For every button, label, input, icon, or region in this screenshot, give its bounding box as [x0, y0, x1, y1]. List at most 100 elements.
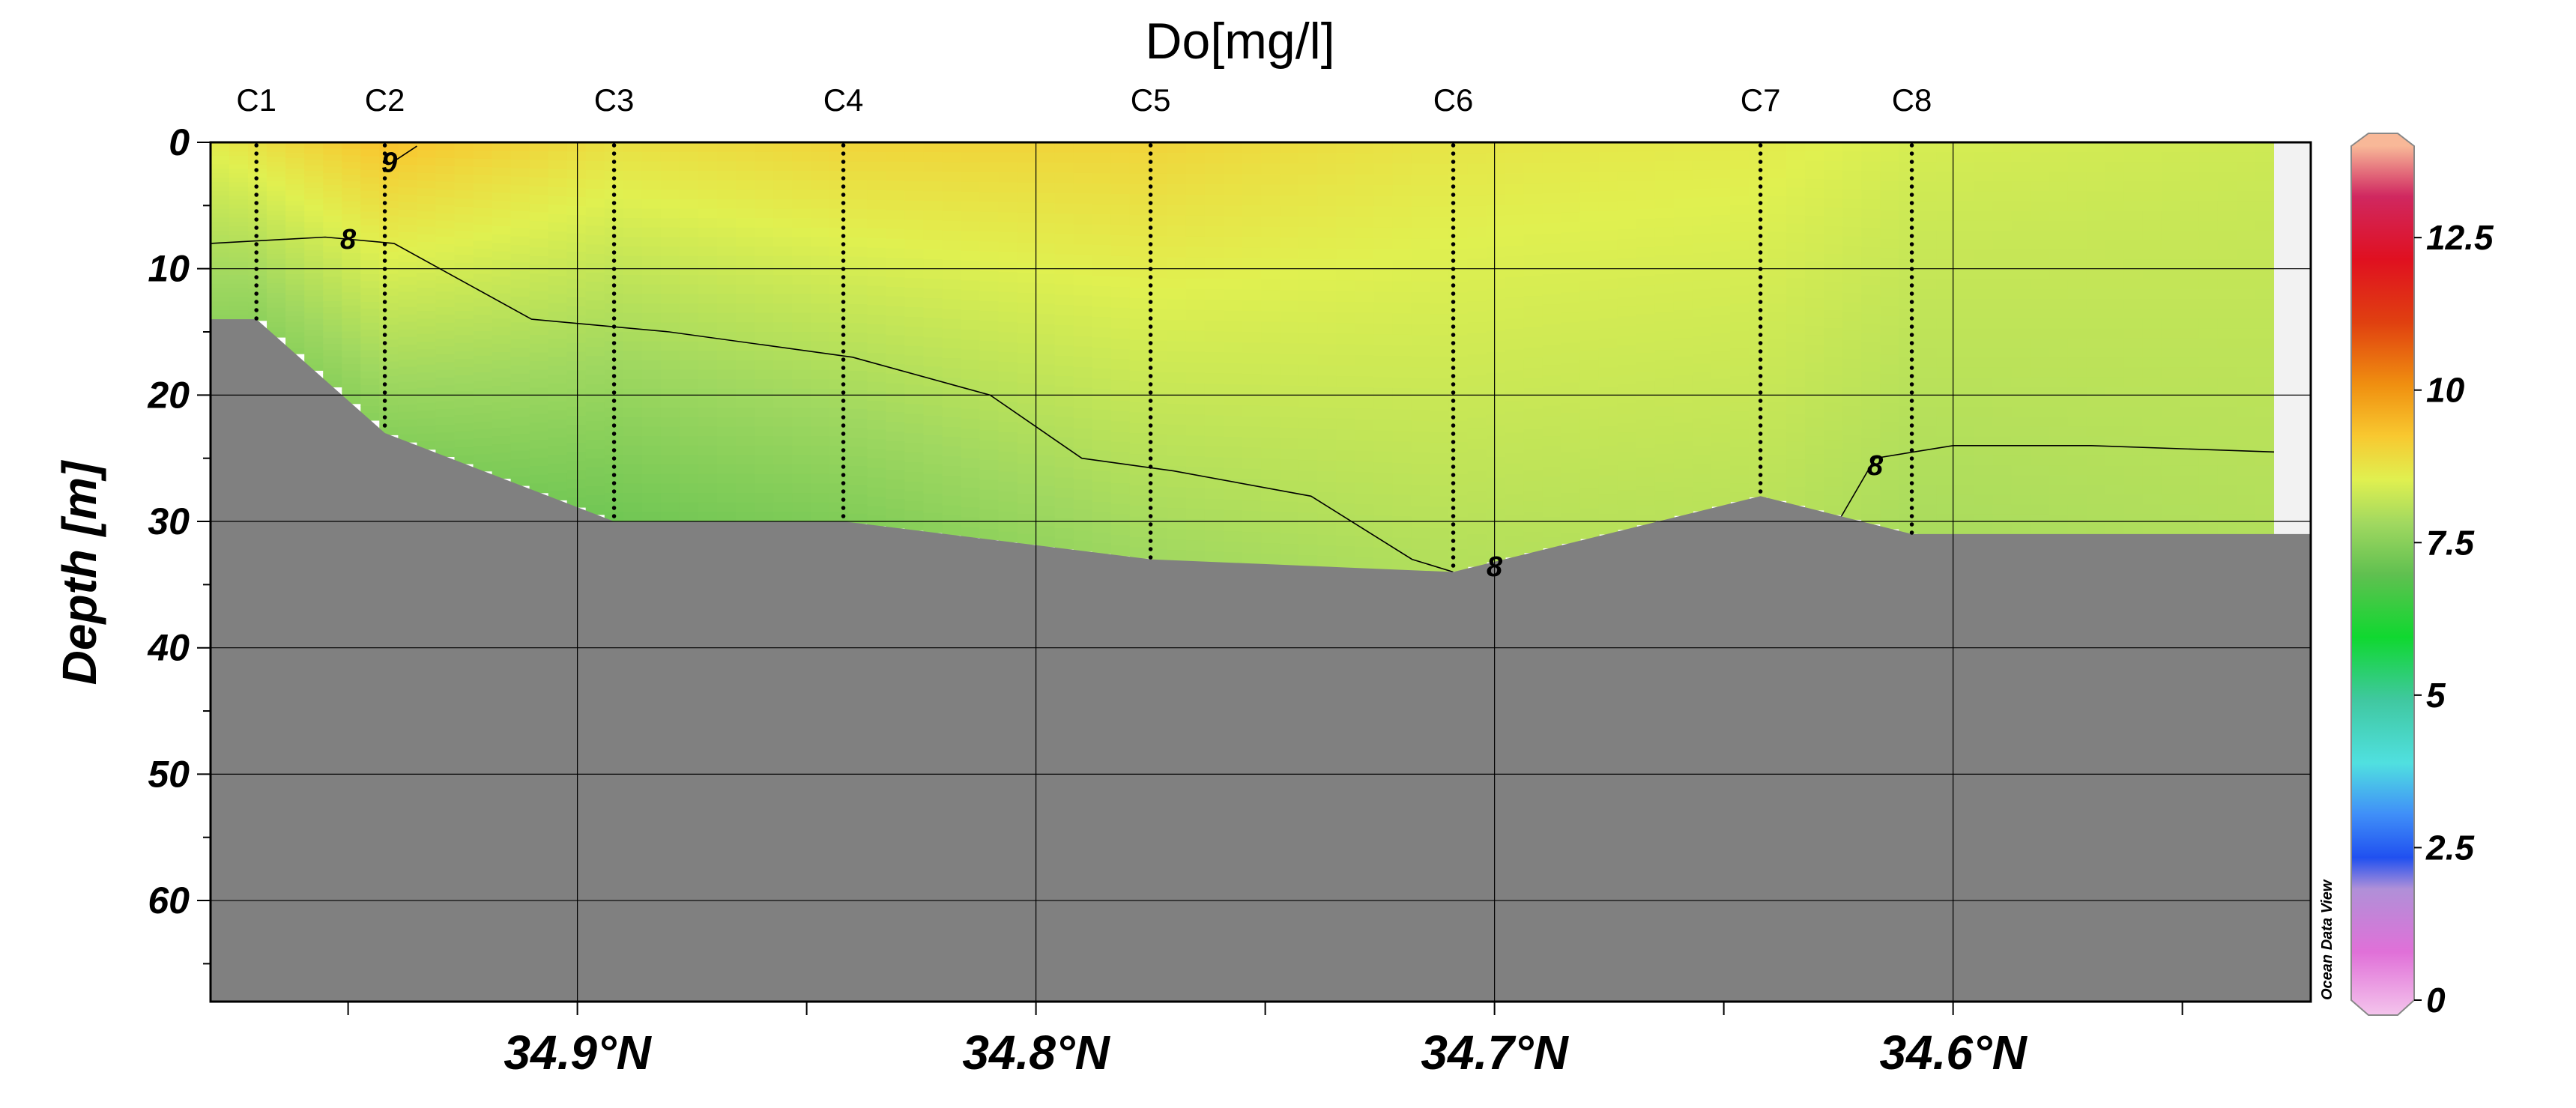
field-cell	[1861, 276, 1881, 286]
field-cell	[529, 396, 549, 406]
field-cell	[698, 151, 718, 163]
field-cell	[1673, 487, 1693, 497]
field-cell	[435, 338, 456, 348]
field-cell	[717, 322, 737, 333]
field-cell	[1392, 356, 1412, 368]
field-cell	[1073, 306, 1093, 317]
field-cell	[1336, 354, 1356, 366]
field-cell	[961, 527, 981, 538]
field-cell	[1092, 533, 1112, 544]
field-cell	[660, 303, 680, 314]
field-cell	[1805, 252, 1825, 263]
field-cell	[792, 408, 812, 418]
field-cell	[1542, 375, 1562, 387]
field-cell	[1899, 406, 1919, 417]
field-cell	[1092, 358, 1112, 369]
field-cell	[510, 382, 530, 392]
field-cell	[1880, 190, 1900, 202]
field-cell	[1017, 363, 1037, 375]
field-cell	[792, 275, 812, 285]
field-cell	[2086, 494, 2106, 506]
field-cell	[886, 258, 906, 269]
field-cell	[417, 380, 437, 389]
field-cell	[566, 479, 587, 490]
field-cell	[1224, 426, 1243, 438]
field-cell	[1654, 406, 1675, 417]
field-cell	[1824, 449, 1844, 460]
field-cell	[886, 412, 906, 423]
field-cell	[304, 279, 324, 285]
field-cell	[1298, 428, 1319, 440]
field-cell	[942, 524, 962, 536]
field-cell	[2180, 318, 2200, 330]
field-cell	[1035, 253, 1056, 264]
field-cell	[323, 282, 343, 290]
field-cell	[473, 315, 493, 324]
field-cell	[1768, 464, 1787, 474]
field-cell	[679, 512, 699, 523]
field-cell	[1373, 291, 1394, 303]
field-cell	[1730, 276, 1750, 287]
field-cell	[229, 231, 249, 236]
field-cell	[1129, 454, 1149, 465]
field-cell	[435, 362, 456, 371]
x-tick-label: 34.8°N	[962, 1026, 1110, 1080]
field-cell	[679, 483, 699, 494]
field-cell	[1392, 537, 1412, 550]
field-cell	[1842, 368, 1863, 379]
field-cell	[1411, 420, 1431, 432]
field-cell	[998, 372, 1018, 383]
field-cell	[923, 386, 943, 397]
field-cell	[1824, 225, 1844, 237]
field-cell	[604, 398, 624, 409]
field-cell	[998, 392, 1018, 403]
field-cell	[942, 318, 962, 330]
field-cell	[1974, 201, 1994, 212]
field-cell	[211, 252, 230, 258]
field-cell	[1617, 258, 1637, 269]
field-cell	[1824, 151, 1844, 162]
field-cell	[267, 312, 287, 318]
y-tick-label: 20	[147, 374, 190, 416]
field-cell	[2198, 504, 2219, 515]
field-cell	[1749, 310, 1768, 321]
field-cell	[1185, 530, 1206, 542]
field-cell	[660, 294, 680, 305]
field-cell	[1204, 216, 1224, 227]
field-cell	[1598, 367, 1618, 378]
field-cell	[773, 398, 793, 409]
field-cell	[1711, 260, 1731, 270]
field-cell	[1617, 142, 1637, 153]
field-cell	[2086, 524, 2106, 535]
field-cell	[1617, 423, 1637, 434]
field-cell	[1373, 259, 1394, 271]
field-cell	[2067, 455, 2087, 467]
field-cell	[1561, 423, 1581, 434]
field-cell	[304, 290, 324, 297]
field-cell	[398, 336, 418, 345]
field-cell	[2142, 524, 2162, 535]
field-cell	[1317, 460, 1337, 472]
field-cell	[1148, 424, 1168, 435]
field-cell	[2142, 172, 2162, 183]
field-cell	[1486, 477, 1506, 489]
field-cell	[1692, 326, 1712, 337]
field-cell	[417, 203, 437, 213]
field-cell	[492, 226, 512, 236]
field-cell	[1523, 296, 1544, 307]
field-cell	[1786, 459, 1806, 470]
field-cell	[548, 142, 568, 152]
field-cell	[473, 363, 493, 373]
field-cell	[1355, 355, 1375, 367]
field-cell	[942, 348, 962, 360]
field-cell	[1974, 289, 1994, 300]
field-cell	[773, 246, 793, 257]
field-cell	[1730, 160, 1750, 170]
field-cell	[1768, 482, 1787, 492]
field-cell	[1261, 543, 1281, 555]
field-cell	[1505, 235, 1525, 247]
field-cell	[1167, 455, 1187, 467]
field-cell	[2198, 279, 2219, 291]
field-cell	[2123, 279, 2144, 291]
field-cell	[2142, 220, 2162, 231]
